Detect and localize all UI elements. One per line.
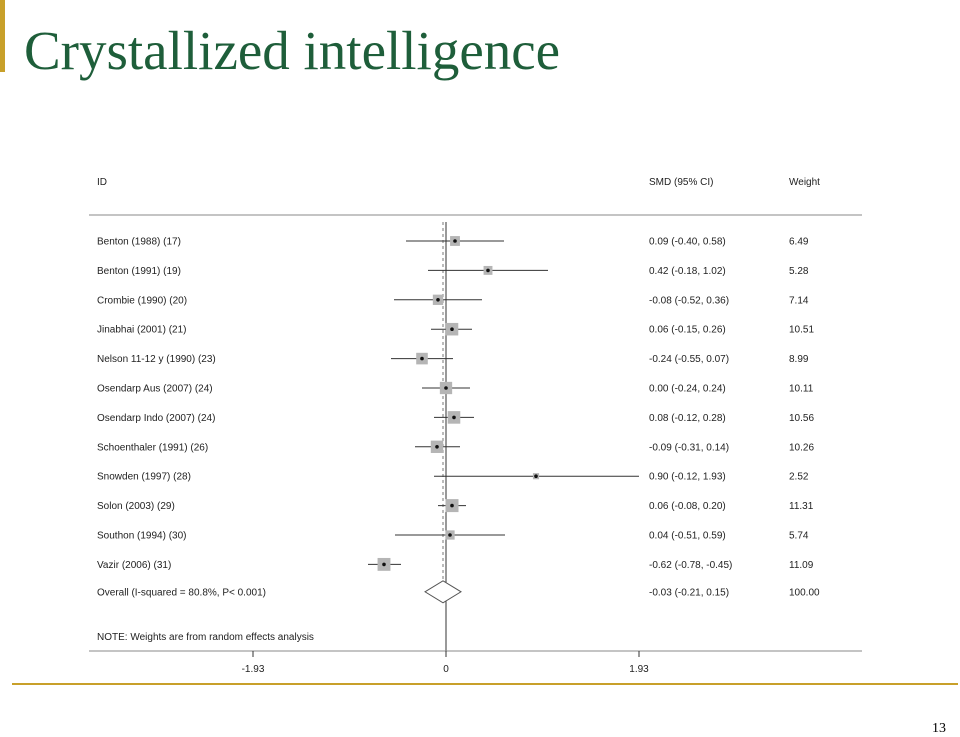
study-weight-text: 7.14 bbox=[789, 295, 809, 306]
study-label: Jinabhai (2001) (21) bbox=[97, 325, 187, 336]
x-tick-label: 1.93 bbox=[629, 664, 649, 675]
footer-rule bbox=[12, 683, 958, 685]
study-ci-text: 0.08 (-0.12, 0.28) bbox=[649, 413, 726, 424]
study-ci-text: 0.09 (-0.40, 0.58) bbox=[649, 237, 726, 248]
study-weight-text: 8.99 bbox=[789, 354, 809, 365]
study-point-estimate bbox=[448, 533, 452, 537]
study-ci-text: -0.62 (-0.78, -0.45) bbox=[649, 560, 732, 571]
study-point-estimate bbox=[420, 356, 424, 361]
study-ci-text: 0.06 (-0.08, 0.20) bbox=[649, 501, 726, 512]
study-point-estimate bbox=[450, 503, 454, 508]
column-header-weight: Weight bbox=[789, 177, 820, 188]
page-number: 13 bbox=[932, 721, 946, 736]
study-ci-text: -0.24 (-0.55, 0.07) bbox=[649, 354, 729, 365]
x-tick-label: -1.93 bbox=[242, 664, 265, 675]
study-ci-text: 0.00 (-0.24, 0.24) bbox=[649, 384, 726, 395]
study-label: Crombie (1990) (20) bbox=[97, 295, 187, 306]
study-point-estimate bbox=[435, 445, 439, 449]
study-point-estimate bbox=[534, 474, 538, 479]
study-point-estimate bbox=[452, 415, 456, 420]
study-ci-text: -0.09 (-0.31, 0.14) bbox=[649, 442, 729, 453]
study-weight-text: 11.31 bbox=[789, 501, 814, 512]
study-point-estimate bbox=[453, 239, 457, 243]
study-label: Snowden (1997) (28) bbox=[97, 472, 191, 483]
study-weight-text: 5.28 bbox=[789, 266, 809, 277]
overall-weight-text: 100.00 bbox=[789, 587, 820, 598]
column-header-id: ID bbox=[97, 177, 107, 188]
study-ci-text: 0.90 (-0.12, 1.93) bbox=[649, 472, 726, 483]
study-point-estimate bbox=[444, 386, 448, 390]
study-ci-text: 0.04 (-0.51, 0.59) bbox=[649, 531, 726, 542]
forest-plot: ID SMD (95% CI) Weight Benton (1988) (17… bbox=[89, 177, 862, 675]
study-rows: Benton (1988) (17) 0.09 (-0.40, 0.58) 6.49… bbox=[97, 222, 820, 651]
study-weight-text: 2.52 bbox=[789, 472, 809, 483]
overall-diamond bbox=[424, 580, 462, 604]
footnote: NOTE: Weights are from random effects an… bbox=[97, 632, 314, 643]
study-label: Solon (2003) (29) bbox=[97, 501, 175, 512]
study-weight-text: 10.51 bbox=[789, 325, 814, 336]
overall-ci-text: -0.03 (-0.21, 0.15) bbox=[649, 587, 729, 598]
study-weight-text: 6.49 bbox=[789, 237, 809, 248]
study-weight-text: 10.56 bbox=[789, 413, 814, 424]
study-weight-text: 10.11 bbox=[789, 384, 814, 395]
x-axis-ticks: -1.93 0 1.93 bbox=[242, 651, 649, 675]
study-weight-text: 10.26 bbox=[789, 442, 814, 453]
study-label: Benton (1991) (19) bbox=[97, 266, 181, 277]
study-point-estimate bbox=[486, 268, 490, 273]
study-point-estimate bbox=[450, 327, 454, 332]
study-ci-text: -0.08 (-0.52, 0.36) bbox=[649, 295, 729, 306]
study-label: Osendarp Indo (2007) (24) bbox=[97, 413, 215, 424]
study-point-estimate bbox=[382, 562, 386, 567]
study-label: Osendarp Aus (2007) (24) bbox=[97, 384, 213, 395]
slide-title: Crystallized intelligence bbox=[24, 20, 561, 81]
study-ci-text: 0.42 (-0.18, 1.02) bbox=[649, 266, 726, 277]
study-weight-text: 11.09 bbox=[789, 560, 814, 571]
study-point-estimate bbox=[436, 298, 440, 302]
title-accent-bar bbox=[0, 0, 5, 72]
study-label: Benton (1988) (17) bbox=[97, 237, 181, 248]
overall-label: Overall (I-squared = 80.8%, P< 0.001) bbox=[97, 587, 266, 598]
study-label: Schoenthaler (1991) (26) bbox=[97, 442, 208, 453]
study-label: Nelson 11-12 y (1990) (23) bbox=[97, 354, 216, 365]
study-ci-text: 0.06 (-0.15, 0.26) bbox=[649, 325, 726, 336]
study-label: Vazir (2006) (31) bbox=[97, 560, 171, 571]
column-header-smd: SMD (95% CI) bbox=[649, 177, 713, 188]
study-label: Southon (1994) (30) bbox=[97, 531, 187, 542]
x-tick-label: 0 bbox=[443, 664, 449, 675]
study-weight-text: 5.74 bbox=[789, 531, 809, 542]
